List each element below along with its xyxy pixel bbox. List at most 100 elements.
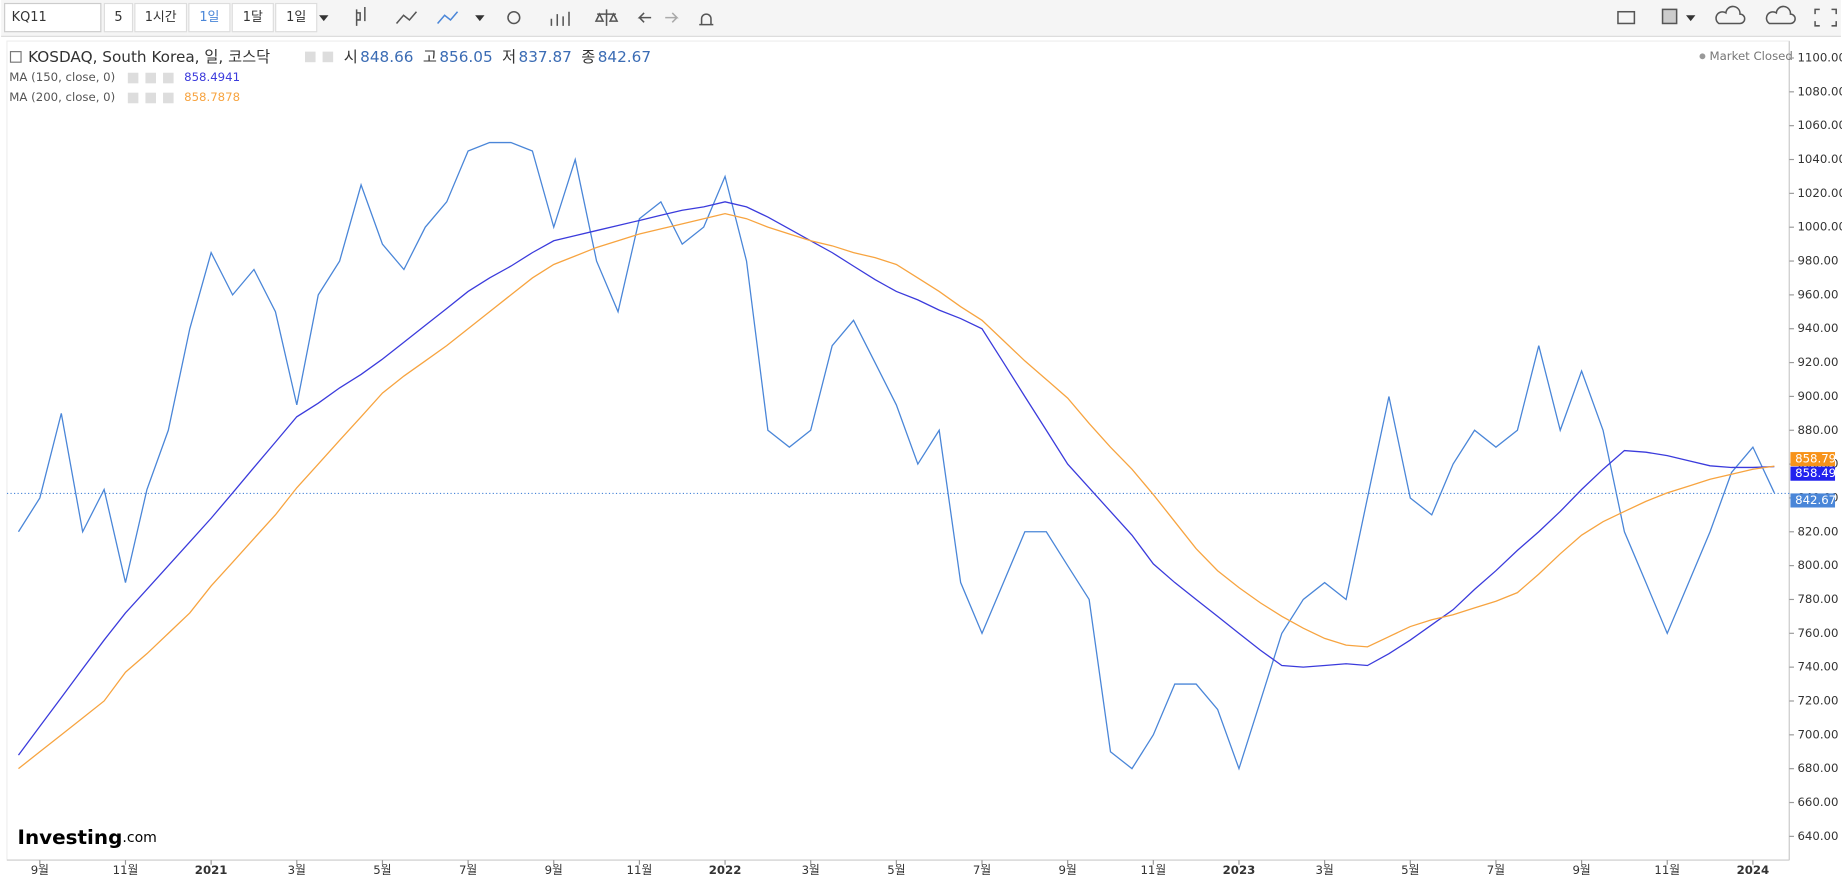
symbol-box[interactable] [4,2,102,33]
icon-settings[interactable] [507,10,521,25]
ohlc-name: 저 [502,48,516,66]
series-line [18,213,1775,770]
legend-icon [145,92,156,104]
legend-name: MA (200, close, 0) [9,90,115,104]
icon-cloud-up[interactable] [1765,5,1796,25]
x-tick-label: 2023 [1223,863,1256,877]
y-tick-label: 880.00 [1797,423,1838,437]
toolbar-button-label[interactable]: 1일 [199,10,219,25]
icon-undo[interactable] [637,12,652,23]
x-tick-label: 7월 [973,863,991,877]
x-tick-label: 2021 [195,863,228,877]
ohlc-name: 종 [581,48,595,66]
legend-name: MA (150, close, 0) [9,70,115,84]
icon-candle[interactable] [355,7,366,26]
y-tick-label: 980.00 [1797,254,1838,268]
icon-alert[interactable] [699,13,714,26]
icon-line[interactable] [437,11,459,24]
toolbar-button[interactable] [275,2,318,33]
x-tick-label: 5월 [887,863,905,877]
toolbar-button[interactable] [188,2,231,33]
x-tick-label: 11월 [113,863,139,877]
legend-icon [127,92,139,104]
toolbar-button-label[interactable]: 1달 [243,10,263,25]
icon-fullscreen[interactable] [1814,8,1837,27]
icon-box [322,51,334,63]
price-tag [1790,466,1836,481]
legend-icon [145,72,156,84]
x-tick-label: 9월 [545,863,563,877]
x-tick-label: 11월 [1654,863,1680,877]
brand-name: Investing [18,824,123,848]
y-tick-label: 700.00 [1797,727,1838,741]
x-tick-label: 2022 [709,863,742,877]
price-tag [1790,452,1836,467]
y-tick-label: 900.00 [1797,389,1838,403]
y-tick-label: 820.00 [1797,524,1838,538]
y-tick-label: 1060.00 [1797,118,1842,132]
toolbar-button[interactable] [103,2,134,33]
toolbar-button[interactable] [231,2,274,33]
y-tick-label: 740.00 [1797,660,1838,674]
y-tick-label: 960.00 [1797,287,1838,301]
price-tag-label: 842.67 [1795,493,1836,507]
y-tick-label: 660.00 [1797,795,1838,809]
ohlc-name: 시 [344,48,358,66]
toolbar-button-label[interactable]: 1일 [286,10,306,25]
toolbar-button-label[interactable]: 5 [114,10,122,25]
x-tick-label: 9월 [1059,863,1077,877]
x-tick-label: 9월 [1572,863,1590,877]
x-tick-label: 7월 [459,863,477,877]
y-tick-label: 780.00 [1797,592,1838,606]
y-tick-label: 920.00 [1797,355,1838,369]
y-tick-label: 1000.00 [1797,220,1842,234]
market-status: Market Closed [1709,49,1792,63]
price-tag-label: 858.79 [1795,452,1836,466]
y-tick-label: 640.00 [1797,829,1838,843]
icon-compare[interactable] [594,9,619,26]
icon-indicators[interactable] [550,11,570,26]
x-tick-label: 5월 [1401,863,1419,877]
brand: Investing.com [18,824,157,848]
x-tick-label: 9월 [31,863,49,877]
collapse-box[interactable] [9,51,22,63]
icon-box [305,51,316,63]
series-line [17,201,1775,756]
brand-suffix: .com [122,830,157,846]
y-tick-label: 800.00 [1797,558,1838,572]
legend-icon [127,72,139,84]
price-tag [1790,493,1836,508]
series-line [17,141,1775,771]
price-tag-label: 858.49 [1795,466,1836,480]
x-tick-label: 7월 [1487,863,1505,877]
ohlc-value: 842.67 [598,48,651,66]
legend-icon [163,92,174,104]
y-tick-label: 1040.00 [1797,152,1842,166]
x-tick-label: 3월 [1316,863,1334,877]
icon-color[interactable] [1661,8,1678,25]
toolbar-button-label[interactable]: 1시간 [145,10,177,25]
status-dot [1699,53,1706,60]
ohlc-value: 837.87 [519,48,572,66]
chart-title: KOSDAQ, South Korea, 일, 코스닥 [28,48,270,66]
legend-value: 858.4941 [184,70,240,84]
icon-cloud-down[interactable] [1715,5,1746,25]
y-tick-label: 1100.00 [1797,50,1842,64]
icon-bars[interactable] [395,11,418,24]
icon-redo[interactable] [665,12,679,23]
x-tick-label: 2024 [1737,863,1770,877]
x-tick-label: 3월 [288,863,306,877]
ohlc-value: 856.05 [439,48,492,66]
ohlc-value: 848.66 [360,48,413,66]
toolbar-button[interactable] [134,2,188,33]
y-tick-label: 720.00 [1797,693,1838,707]
symbol[interactable]: KQ11 [12,10,47,25]
y-tick-label: 1080.00 [1797,84,1842,98]
y-tick-label: 680.00 [1797,761,1838,775]
y-tick-label: 1020.00 [1797,186,1842,200]
icon-camera[interactable] [1617,10,1636,25]
x-tick-label: 11월 [627,863,653,877]
plot-frame [6,40,1790,861]
x-tick-label: 11월 [1140,863,1166,877]
